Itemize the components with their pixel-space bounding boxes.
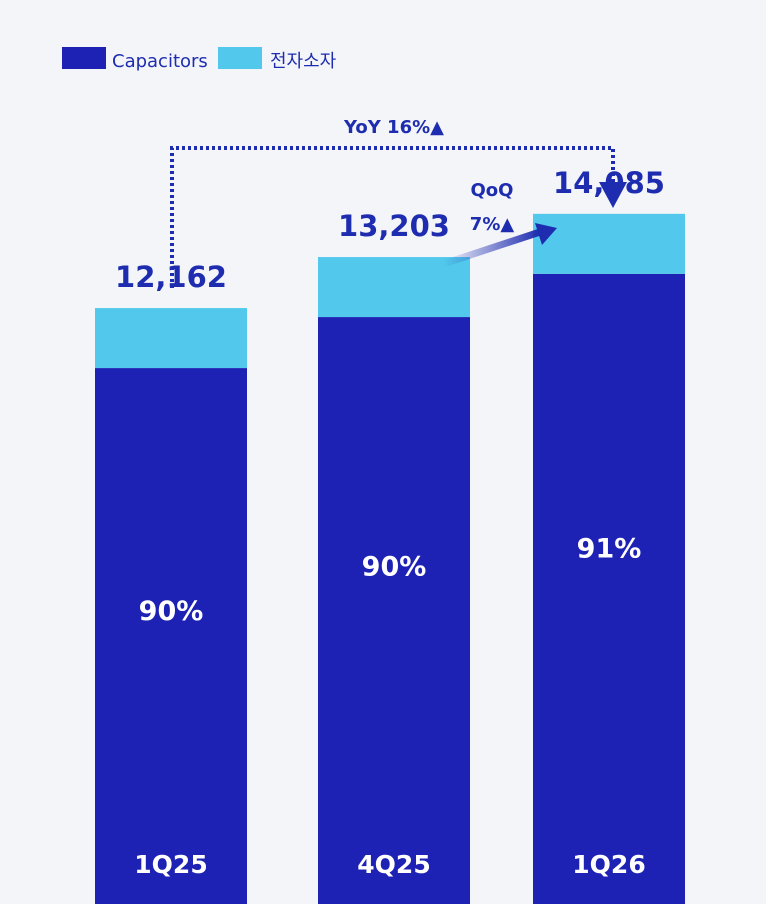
category-label-4q25: 4Q25 [357,850,430,879]
bar-electronic-1q25 [95,308,247,369]
legend-swatch-capacitors [62,47,106,69]
legend: Capacitors 전자소자 [62,47,337,72]
yoy-label: YoY 16%▲ [343,117,444,138]
bar-capacitors-1q26 [533,273,685,904]
pct-label-4q25: 90% [362,551,427,582]
qoq-annotation: QoQ 7%▲ [441,180,557,268]
pct-label-1q25: 90% [139,596,204,627]
category-label-1q25: 1Q25 [134,850,207,879]
total-label-4q25: 13,203 [338,209,450,243]
pct-label-1q26: 91% [577,533,642,564]
qoq-label-line2: 7%▲ [470,214,515,235]
qoq-arrow-shaft [441,228,542,268]
legend-label-capacitors: Capacitors [112,51,208,72]
legend-swatch-electronic [218,47,262,69]
yoy-dotted-connector [170,146,615,288]
qoq-arrow-head [535,223,557,245]
yoy-annotation: YoY 16%▲ [170,117,627,288]
bar-capacitors-4q25 [318,317,470,904]
legend-label-electronic: 전자소자 [270,51,337,72]
bar-capacitors-1q25 [95,368,247,904]
category-label-1q26: 1Q26 [572,850,645,879]
bar-electronic-1q26 [533,213,685,274]
qoq-label-line1: QoQ [471,180,514,201]
total-label-1q25: 12,162 [115,260,227,294]
yoy-arrow-head [599,182,627,208]
